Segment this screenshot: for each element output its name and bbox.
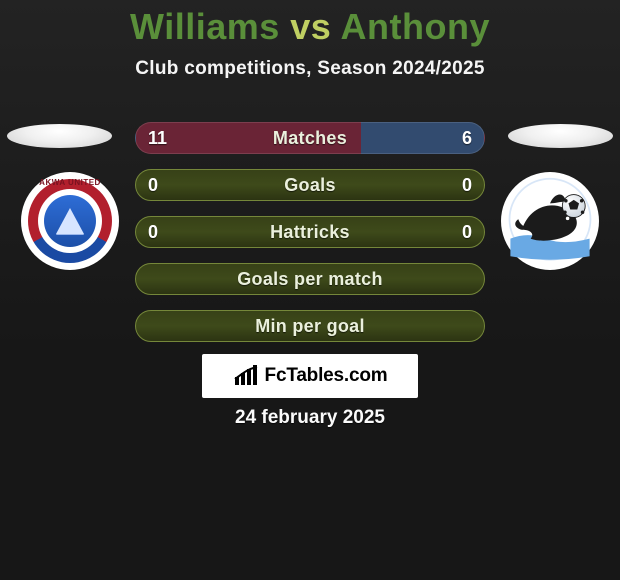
bar-chart-icon <box>233 365 259 387</box>
shadow-oval-right <box>508 124 613 148</box>
matches-left-value: 11 <box>148 123 188 153</box>
player1-name: Williams <box>130 6 280 47</box>
page-title: Williams vs Anthony <box>0 0 620 48</box>
club-badge-right <box>501 172 599 270</box>
stat-pill-goals: 0 Goals 0 <box>135 169 485 201</box>
goals-right-value: 0 <box>432 170 472 200</box>
club-badge-left: AKWA UNITED <box>21 172 119 270</box>
stat-pill-matches: 11 Matches 6 <box>135 122 485 154</box>
footer-date: 24 february 2025 <box>0 407 620 429</box>
gpm-label: Goals per match <box>237 269 383 290</box>
matches-label: Matches <box>273 128 347 149</box>
subtitle: Club competitions, Season 2024/2025 <box>0 58 620 80</box>
brand-text: FcTables.com <box>265 365 388 387</box>
shadow-oval-left <box>7 124 112 148</box>
brand-inner: FcTables.com <box>233 365 388 387</box>
vs-label: vs <box>290 6 331 47</box>
mountain-icon <box>56 208 84 234</box>
stat-pill-hattricks: 0 Hattricks 0 <box>135 216 485 248</box>
goals-left-value: 0 <box>148 170 188 200</box>
hattricks-label: Hattricks <box>270 222 350 243</box>
stat-pill-goals-per-match: Goals per match <box>135 263 485 295</box>
stat-area: 11 Matches 6 0 Goals 0 0 Hattricks 0 Goa… <box>135 122 485 357</box>
crest-dolphin <box>506 177 594 265</box>
comparison-card: Williams vs Anthony Club competitions, S… <box>0 0 620 580</box>
player2-name: Anthony <box>341 6 490 47</box>
crest-akwa-united: AKWA UNITED <box>28 179 112 263</box>
crest-arc-text: AKWA UNITED <box>28 178 112 187</box>
dolphin-icon <box>506 177 594 265</box>
mpg-label: Min per goal <box>255 316 365 337</box>
brand-box: FcTables.com <box>202 354 418 398</box>
hattricks-left-value: 0 <box>148 217 188 247</box>
stat-pill-min-per-goal: Min per goal <box>135 310 485 342</box>
goals-label: Goals <box>284 175 336 196</box>
hattricks-right-value: 0 <box>432 217 472 247</box>
matches-right-value: 6 <box>432 123 472 153</box>
